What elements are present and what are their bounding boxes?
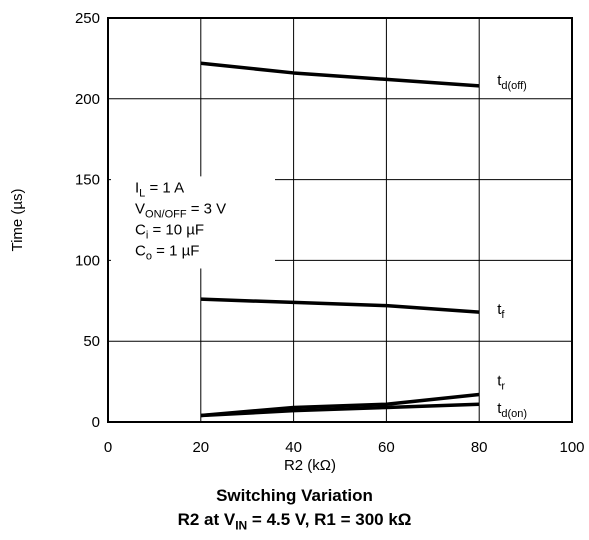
caption-line-2-pre: R2 at V bbox=[177, 510, 236, 529]
series-label-tf: tf bbox=[497, 301, 505, 321]
condition-sub: i bbox=[146, 230, 148, 242]
caption-line-2-post: = 4.5 V, R1 = 300 kΩ bbox=[247, 510, 412, 529]
condition-rest: = 1 µF bbox=[152, 243, 199, 260]
plot-frame bbox=[107, 17, 573, 423]
series-label-main: t bbox=[497, 301, 502, 318]
x-tick-label: 20 bbox=[192, 439, 209, 456]
caption-line-2-sub: IN bbox=[235, 518, 248, 533]
condition-3: Co = 1 µF bbox=[135, 243, 199, 263]
x-tick-label: 80 bbox=[471, 439, 488, 456]
condition-rest: = 3 V bbox=[187, 201, 227, 218]
condition-2: Ci = 10 µF bbox=[135, 222, 204, 242]
series-label-tr: tr bbox=[497, 373, 505, 393]
series-line-tf bbox=[200, 297, 480, 314]
x-tick-label: 100 bbox=[559, 439, 584, 456]
condition-main: V bbox=[135, 201, 145, 218]
series-label-main: t bbox=[497, 400, 502, 417]
series-label-sub: f bbox=[501, 309, 505, 321]
condition-sub: L bbox=[139, 188, 145, 200]
caption-line-1: Switching Variation bbox=[216, 486, 373, 505]
conditions-bg bbox=[111, 176, 275, 269]
x-tick-labels: 0 20 40 60 80 100 bbox=[104, 439, 585, 456]
y-tick-label: 50 bbox=[83, 333, 100, 350]
condition-sub: ON/OFF bbox=[145, 209, 187, 221]
y-tick-label: 0 bbox=[92, 414, 100, 431]
condition-main: C bbox=[135, 222, 146, 239]
series-line-td(on) bbox=[200, 402, 480, 418]
series-label-td(on): td(on) bbox=[497, 400, 527, 420]
series-label-main: t bbox=[497, 72, 502, 89]
series-label-main: t bbox=[497, 373, 502, 390]
x-tick-label: 60 bbox=[378, 439, 395, 456]
caption-line-2: R2 at VIN = 4.5 V, R1 = 300 kΩ bbox=[0, 510, 589, 532]
series-label-td(off): td(off) bbox=[497, 72, 527, 92]
series-label-sub: d(on) bbox=[501, 408, 527, 420]
series-lines bbox=[200, 61, 480, 418]
y-tick-labels: 0 50 100 150 200 250 bbox=[75, 10, 100, 431]
condition-1: VON/OFF = 3 V bbox=[135, 201, 226, 221]
y-axis-label: Time (µs) bbox=[9, 188, 26, 251]
condition-main: I bbox=[135, 180, 139, 197]
condition-rest: = 10 µF bbox=[148, 222, 204, 239]
series-label-sub: r bbox=[501, 381, 505, 393]
condition-0: IL = 1 A bbox=[135, 180, 184, 200]
condition-sub: o bbox=[146, 251, 152, 263]
x-tick-label: 40 bbox=[285, 439, 302, 456]
x-axis-label: R2 (kΩ) bbox=[284, 457, 336, 474]
y-tick-label: 250 bbox=[75, 10, 100, 27]
y-tick-label: 200 bbox=[75, 91, 100, 108]
x-tick-label: 0 bbox=[104, 439, 112, 456]
condition-main: C bbox=[135, 243, 146, 260]
y-tick-label: 150 bbox=[75, 172, 100, 189]
condition-rest: = 1 A bbox=[145, 180, 184, 197]
y-tick-label: 100 bbox=[75, 252, 100, 269]
series-line-td(off) bbox=[200, 61, 480, 88]
series-label-sub: d(off) bbox=[501, 80, 526, 92]
